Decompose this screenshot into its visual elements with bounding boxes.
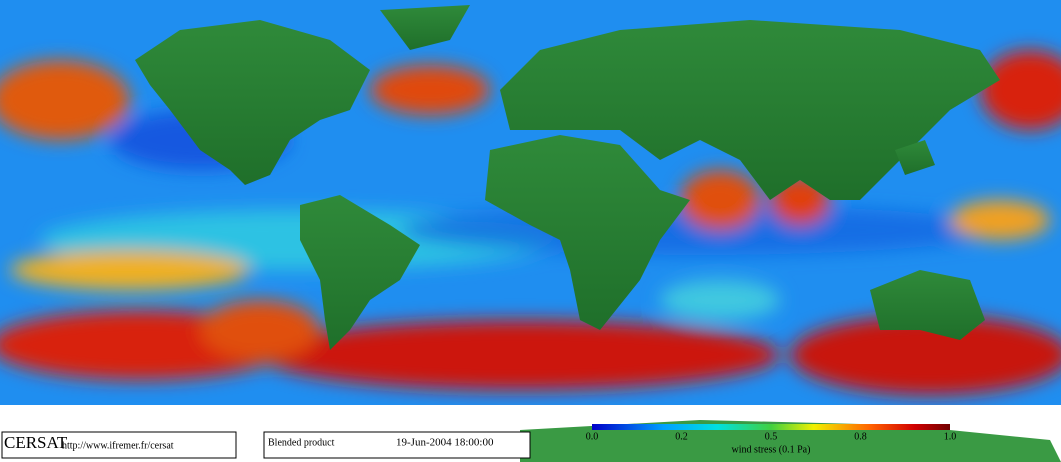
colorbar-label: wind stress (0.1 Pa) [732,444,811,455]
product-box [263,431,531,459]
colorbar-tick-label: 0.5 [765,431,778,442]
product: Blended product [268,437,335,448]
antarctica-land [520,420,1061,462]
logo-box [1,431,237,459]
continents [135,5,1000,350]
url: http://www.ifremer.fr/cersat [62,440,174,451]
timestamp: 19-Jun-2004 18:00:00 [396,437,494,449]
colorbar-tick-label: 0.0 [586,431,599,442]
colorbar-tick-label: 1.0 [944,431,957,442]
logo: CERSAT [4,433,68,452]
colorbar-tick-label: 0.2 [675,431,688,442]
colorbar [592,424,950,430]
colorbar-tick-label: 0.8 [854,431,867,442]
